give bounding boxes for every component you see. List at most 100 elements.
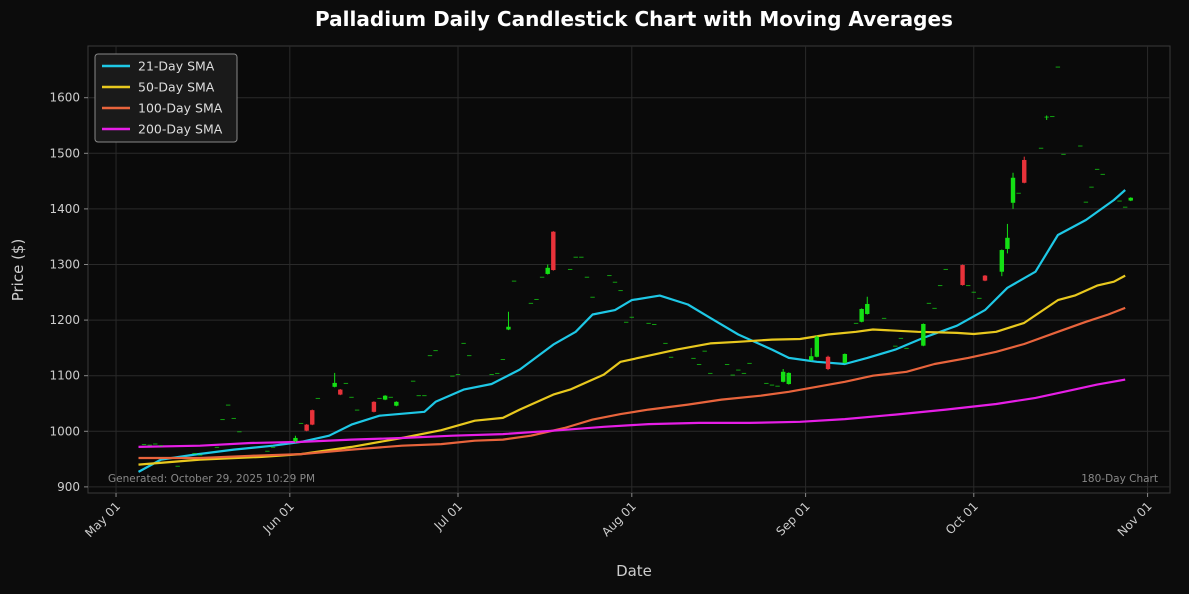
candle	[354, 409, 360, 411]
candle	[937, 285, 943, 287]
candle	[1016, 192, 1021, 194]
candle-body	[780, 371, 786, 382]
candle-body	[584, 276, 590, 278]
candle	[528, 302, 534, 304]
candle	[1005, 223, 1010, 254]
candle-body	[573, 256, 578, 258]
candle-body	[545, 267, 550, 274]
candle-body	[607, 275, 612, 277]
candle	[898, 337, 904, 339]
candle-body	[349, 396, 354, 398]
candle-body	[853, 322, 859, 324]
candle-body	[467, 355, 472, 357]
candle	[769, 384, 775, 386]
candle-body	[1016, 192, 1021, 194]
candle-body	[382, 395, 388, 400]
candle	[809, 347, 814, 361]
candle	[237, 431, 242, 433]
candle-body	[921, 323, 926, 346]
candle	[1078, 145, 1083, 147]
candle-body	[495, 372, 500, 374]
candle-body	[724, 364, 730, 366]
candle-body	[1122, 206, 1128, 208]
candle	[511, 280, 517, 282]
candle	[1050, 116, 1055, 118]
candle-body	[197, 454, 203, 456]
y-tick-label: 1100	[49, 369, 80, 383]
candle	[1055, 66, 1061, 68]
candle-body	[865, 303, 870, 314]
candle-body	[612, 281, 618, 283]
candle-body	[764, 382, 769, 384]
candle	[422, 395, 427, 397]
candle	[427, 355, 433, 357]
candle	[971, 291, 976, 293]
candle-body	[310, 410, 315, 425]
x-axis-label: Date	[616, 562, 652, 580]
candle	[310, 409, 315, 426]
candle	[467, 355, 472, 357]
candle	[965, 285, 971, 287]
candle-body	[1010, 177, 1016, 203]
candle	[1117, 200, 1122, 202]
candle	[332, 372, 337, 388]
sma-line	[138, 306, 1126, 460]
candle-body	[769, 384, 775, 386]
candle-body	[1050, 116, 1055, 118]
candle-body	[354, 409, 360, 411]
generated-annotation: Generated: October 29, 2025 10:29 PM	[108, 473, 315, 485]
candle-body	[1078, 145, 1083, 147]
candle-body	[1089, 186, 1094, 188]
y-tick-label: 1500	[49, 146, 80, 160]
candle	[881, 317, 887, 319]
candle-body	[736, 369, 741, 371]
legend-box	[94, 53, 238, 143]
candle	[730, 374, 735, 376]
candle	[1089, 186, 1094, 188]
candle	[1083, 201, 1089, 203]
candle	[377, 397, 382, 399]
candle-body	[932, 307, 937, 309]
candle-body	[893, 345, 898, 347]
candle-body	[265, 450, 270, 452]
candle	[1038, 147, 1044, 149]
candle-body	[500, 359, 506, 361]
candle-body	[971, 291, 976, 293]
candle	[416, 395, 421, 397]
candle	[539, 276, 545, 278]
legend-label: 21-Day SMA	[138, 59, 215, 74]
candle-body	[377, 397, 382, 399]
candle	[646, 322, 651, 324]
y-axis-ticks: 900 1000 1100 1200 1300 1400 1500 1600	[49, 91, 88, 494]
candle	[702, 350, 707, 352]
candle-body	[960, 265, 965, 286]
candle-body	[539, 276, 545, 278]
candle-body	[786, 372, 791, 385]
candle	[382, 395, 388, 401]
chart-title: Palladium Daily Candlestick Chart with M…	[315, 7, 953, 31]
candle-body	[1005, 237, 1010, 249]
candle	[175, 465, 180, 467]
candle	[1100, 173, 1105, 175]
candle	[214, 446, 220, 448]
candle	[1122, 206, 1128, 208]
candle	[842, 353, 848, 364]
candle	[231, 417, 236, 419]
candle-body	[1128, 197, 1133, 201]
candle-body	[394, 401, 399, 406]
candle-body	[814, 336, 820, 357]
candle-body	[388, 396, 393, 398]
candle-body	[231, 417, 236, 419]
candle-body	[775, 385, 780, 387]
y-tick-label: 1300	[49, 257, 80, 271]
candle	[780, 369, 786, 383]
candle	[584, 276, 590, 278]
candle	[315, 397, 321, 399]
candle	[825, 355, 831, 371]
candle	[192, 452, 197, 454]
candle-body	[416, 395, 421, 397]
candle-body	[147, 444, 152, 446]
candle-body	[237, 431, 242, 433]
candle	[1022, 156, 1027, 184]
candle-body	[663, 342, 668, 344]
